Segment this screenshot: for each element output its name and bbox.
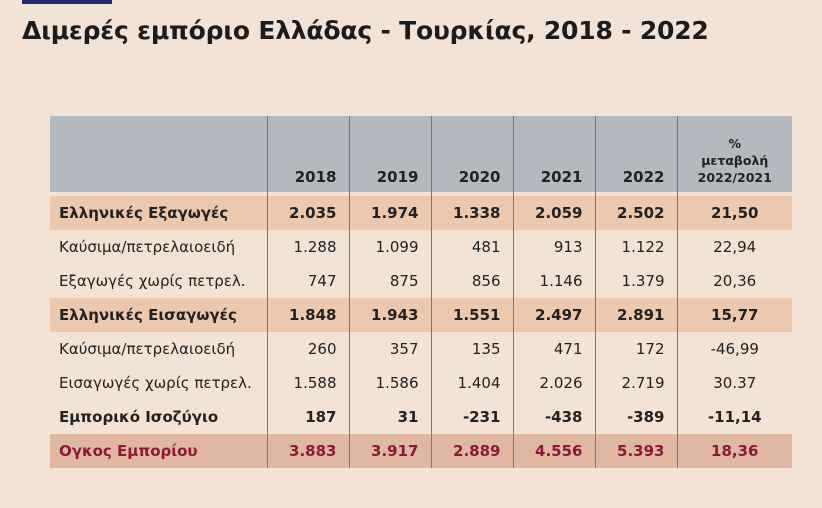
- trade-table: 2018 2019 2020 2021 2022 % μεταβολή 2022…: [50, 116, 792, 468]
- cell-value: 357: [348, 332, 431, 366]
- row-label: Εξαγωγές χωρίς πετρελ.: [59, 272, 246, 290]
- spacer-row: [50, 192, 792, 196]
- cell-value: 747: [266, 264, 349, 298]
- cell-value: 1.943: [348, 298, 431, 332]
- cell-value: 260: [266, 332, 349, 366]
- cell-value: 2.891: [594, 298, 677, 332]
- cell-value: 1.404: [430, 366, 513, 400]
- header-year: 2019: [348, 116, 431, 192]
- row-label: Ελληνικές Εισαγωγές: [50, 298, 267, 332]
- cell-value: -231: [430, 400, 513, 434]
- cell-value: 1.551: [430, 298, 513, 332]
- header-pct-symbol: %: [728, 136, 742, 151]
- accent-bar: [22, 0, 112, 4]
- cell-value: 187: [266, 400, 349, 434]
- cell-value: 2.059: [512, 196, 595, 230]
- row-greek-exports: Ελληνικές Εξαγωγές 2.035 1.974 1.338 2.0…: [50, 196, 792, 230]
- cell-value: -389: [594, 400, 677, 434]
- header-pct-word: μεταβολή: [701, 153, 769, 168]
- header-row: 2018 2019 2020 2021 2022 % μεταβολή 2022…: [50, 116, 792, 192]
- header-year: 2022: [594, 116, 677, 192]
- row-greek-imports: Ελληνικές Εισαγωγές 1.848 1.943 1.551 2.…: [50, 298, 792, 332]
- cell-value: 4.556: [512, 434, 595, 468]
- header-pct-period: 2022/2021: [697, 170, 772, 185]
- header-blank: [50, 116, 267, 192]
- cell-pct: -46,99: [676, 332, 792, 366]
- cell-value: 3.917: [348, 434, 431, 468]
- cell-value: 2.502: [594, 196, 677, 230]
- cell-value: 135: [430, 332, 513, 366]
- cell-value: 172: [594, 332, 677, 366]
- cell-value: 481: [430, 230, 513, 264]
- cell-value: 1.974: [348, 196, 431, 230]
- cell-value: 1.379: [594, 264, 677, 298]
- cell-pct: 30.37: [676, 366, 792, 400]
- header-year: 2021: [512, 116, 595, 192]
- cell-value: 3.883: [266, 434, 349, 468]
- page-title: Διμερές εμπόριο Ελλάδας - Τουρκίας, 2018…: [22, 16, 709, 45]
- cell-pct: 15,77: [676, 298, 792, 332]
- row-exports-excl-oil: Εξαγωγές χωρίς πετρελ. 747 875 856 1.146…: [50, 264, 792, 298]
- cell-value: 2.035: [266, 196, 349, 230]
- row-trade-balance: Εμπορικό Ισοζύγιο 187 31 -231 -438 -389 …: [50, 400, 792, 434]
- cell-value: 1.099: [348, 230, 431, 264]
- cell-pct: -11,14: [676, 400, 792, 434]
- row-label: Εισαγωγές χωρίς πετρελ.: [59, 374, 252, 392]
- row-export-fuels: Καύσιμα/πετρελαιοειδή 1.288 1.099 481 91…: [50, 230, 792, 264]
- cell-value: 1.338: [430, 196, 513, 230]
- cell-value: 856: [430, 264, 513, 298]
- cell-pct: 22,94: [676, 230, 792, 264]
- row-label: Καύσιμα/πετρελαιοειδή: [59, 340, 236, 358]
- cell-pct: 18,36: [676, 434, 792, 468]
- cell-value: 5.393: [594, 434, 677, 468]
- row-trade-volume: Ογκος Εμπορίου 3.883 3.917 2.889 4.556 5…: [50, 434, 792, 468]
- cell-pct: 21,50: [676, 196, 792, 230]
- cell-value: 31: [348, 400, 431, 434]
- row-label: Ελληνικές Εξαγωγές: [50, 196, 267, 230]
- cell-value: 1.122: [594, 230, 677, 264]
- row-label: Ογκος Εμπορίου: [50, 434, 267, 468]
- row-imports-excl-oil: Εισαγωγές χωρίς πετρελ. 1.588 1.586 1.40…: [50, 366, 792, 400]
- cell-value: 1.146: [512, 264, 595, 298]
- cell-value: 2.719: [594, 366, 677, 400]
- cell-value: 2.497: [512, 298, 595, 332]
- row-import-fuels: Καύσιμα/πετρελαιοειδή 260 357 135 471 17…: [50, 332, 792, 366]
- cell-value: 2.889: [430, 434, 513, 468]
- header-year: 2020: [430, 116, 513, 192]
- cell-value: 1.288: [266, 230, 349, 264]
- row-label: Καύσιμα/πετρελαιοειδή: [59, 238, 236, 256]
- cell-value: 1.848: [266, 298, 349, 332]
- cell-value: -438: [512, 400, 595, 434]
- cell-value: 1.586: [348, 366, 431, 400]
- cell-value: 471: [512, 332, 595, 366]
- header-year: 2018: [266, 116, 349, 192]
- cell-pct: 20,36: [676, 264, 792, 298]
- header-pct-change: % μεταβολή 2022/2021: [676, 116, 792, 192]
- cell-value: 875: [348, 264, 431, 298]
- cell-value: 2.026: [512, 366, 595, 400]
- row-label: Εμπορικό Ισοζύγιο: [59, 408, 219, 426]
- cell-value: 913: [512, 230, 595, 264]
- cell-value: 1.588: [266, 366, 349, 400]
